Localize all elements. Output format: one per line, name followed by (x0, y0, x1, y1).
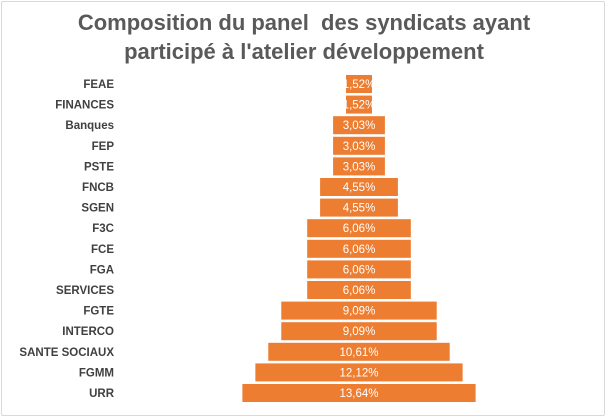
category-label-fce: FCE (91, 244, 114, 256)
category-label-interco: INTERCO (62, 326, 114, 338)
bar-sante-sociaux (268, 342, 450, 361)
data-label-pste: 3,03% (343, 161, 376, 173)
data-label-f3c: 6,06% (343, 223, 376, 235)
bar-finances (346, 95, 372, 114)
bar-fep (333, 136, 385, 155)
category-label-banques: Banques (65, 120, 114, 132)
category-label-sante-sociaux: SANTE SOCIAUX (19, 347, 114, 359)
data-label-banques: 3,03% (343, 120, 376, 132)
category-label-feae: FEAE (83, 79, 114, 91)
bar-fgte (281, 301, 437, 320)
bar-feae (346, 75, 372, 93)
bar-fce (307, 239, 411, 258)
category-label-finances: FINANCES (55, 100, 114, 112)
chart-title-line-2: participé à l'atelier développement (124, 39, 484, 64)
bar-sgen (320, 198, 398, 217)
data-label-fce: 6,06% (343, 244, 376, 256)
category-label-fgte: FGTE (83, 306, 114, 318)
category-label-fncb: FNCB (82, 182, 114, 194)
data-label-fgmm: 12,12% (339, 367, 378, 379)
bar-interco (281, 322, 437, 341)
bar-pste (333, 157, 385, 176)
bar-fncb (320, 178, 398, 196)
category-label-services: SERVICES (56, 285, 114, 297)
data-label-services: 6,06% (343, 285, 376, 297)
data-label-interco: 9,09% (343, 326, 376, 338)
bar-services (307, 281, 411, 299)
bar-fgmm (255, 363, 463, 382)
bar-f3c (307, 219, 411, 238)
bar-banques (333, 116, 385, 135)
category-label-sgen: SGEN (81, 203, 114, 215)
data-label-urr: 13,64% (339, 388, 378, 400)
data-label-fga: 6,06% (343, 264, 376, 276)
category-label-fep: FEP (92, 141, 115, 153)
bar-fga (307, 260, 411, 279)
bar-urr (242, 384, 476, 402)
data-label-fep: 3,03% (343, 141, 376, 153)
data-label-fncb: 4,55% (343, 182, 376, 194)
data-label-sgen: 4,55% (343, 203, 376, 215)
data-label-finances: 1,52% (343, 100, 376, 112)
category-label-fga: FGA (90, 264, 114, 276)
chart-title: Composition du panel des syndicats ayant… (0, 8, 608, 66)
data-label-feae: 1,52% (343, 79, 376, 91)
chart-title-line-1: Composition du panel des syndicats ayant (77, 10, 531, 35)
data-label-sante-sociaux: 10,61% (339, 347, 378, 359)
category-label-fgmm: FGMM (79, 367, 114, 379)
data-label-fgte: 9,09% (343, 306, 376, 318)
category-label-f3c: F3C (92, 223, 114, 235)
category-label-pste: PSTE (84, 161, 114, 173)
category-label-urr: URR (89, 388, 115, 400)
